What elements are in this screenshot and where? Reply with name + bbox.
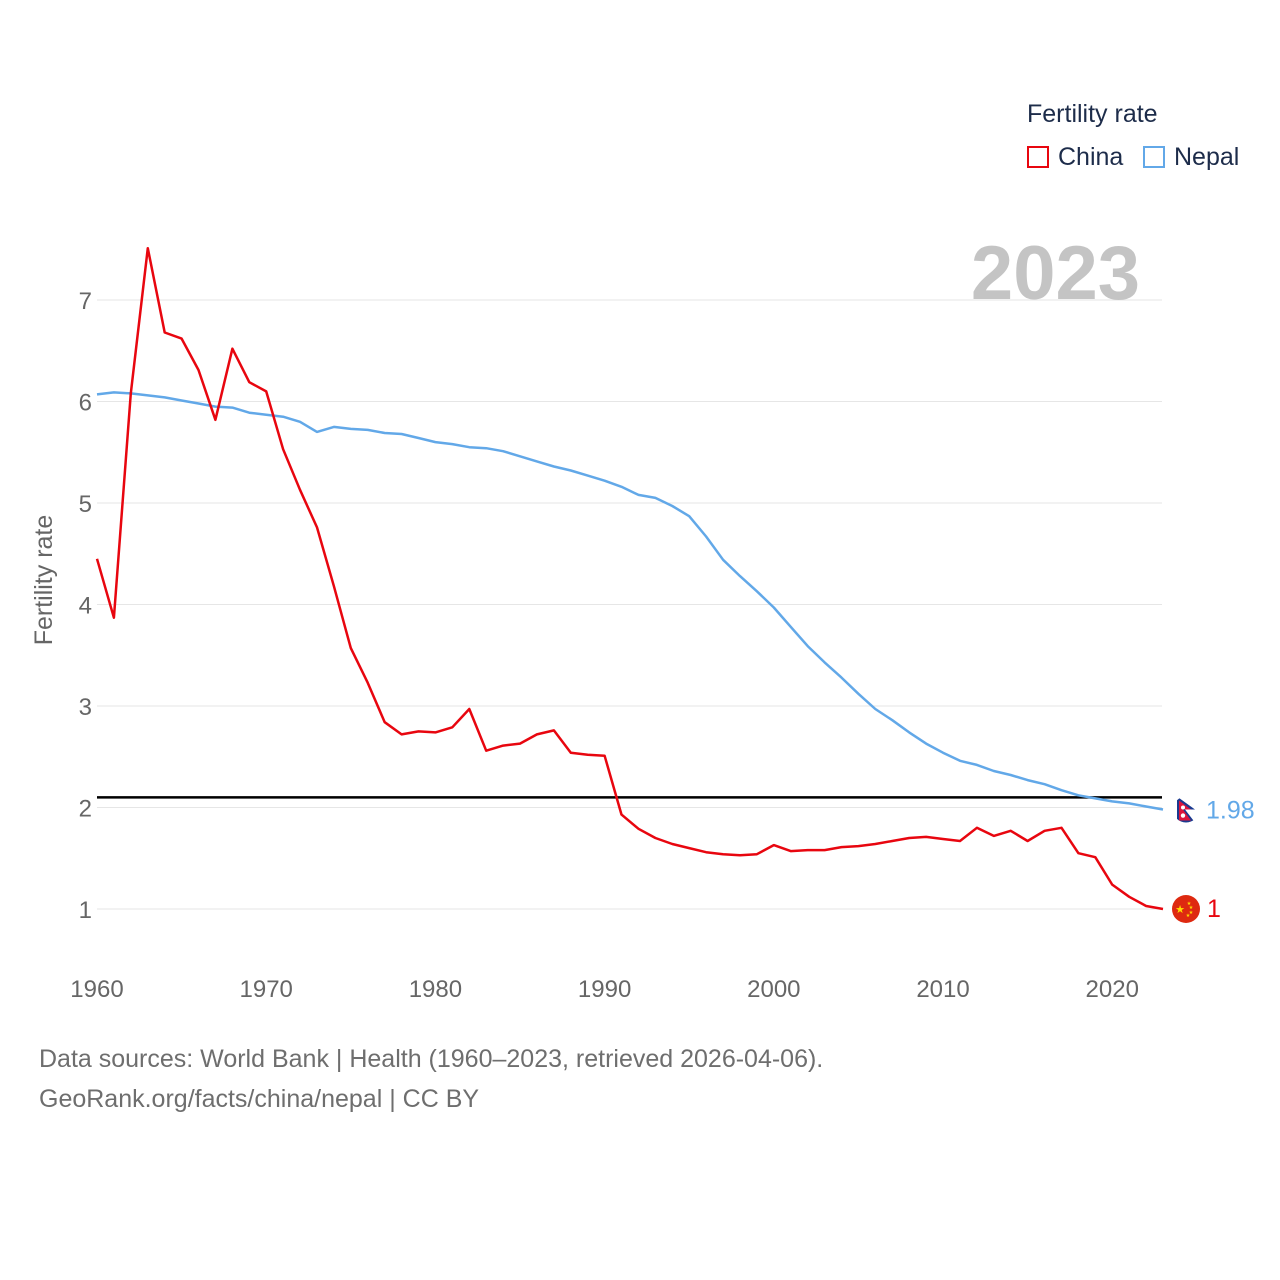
x-tick-label: 1990 bbox=[578, 976, 631, 1003]
year-label: 2023 bbox=[971, 231, 1140, 316]
y-axis-ticks: 1 2 3 4 5 6 7 bbox=[79, 288, 92, 924]
y-axis-label: Fertility rate bbox=[30, 515, 58, 646]
footer-sources: Data sources: World Bank | Health (1960–… bbox=[39, 1045, 824, 1073]
svg-text:★: ★ bbox=[1189, 905, 1194, 911]
svg-text:★: ★ bbox=[1187, 901, 1192, 907]
y-tick-label: 3 bbox=[79, 694, 92, 721]
legend-item-nepal[interactable]: Nepal bbox=[1174, 143, 1240, 171]
x-tick-label: 2010 bbox=[916, 976, 969, 1003]
footer-attribution[interactable]: GeoRank.org/facts/china/nepal | CC BY bbox=[39, 1085, 480, 1113]
svg-text:★: ★ bbox=[1189, 910, 1194, 916]
china-flag-icon: ★ ★ ★ ★ ★ bbox=[1172, 895, 1200, 923]
x-axis-ticks: 1960 1970 1980 1990 2000 2010 2020 bbox=[70, 976, 1139, 1003]
nepal-end-marker: 1.98 bbox=[1173, 796, 1255, 825]
nepal-end-value: 1.98 bbox=[1206, 797, 1255, 825]
series-line-nepal[interactable] bbox=[96, 391, 1164, 811]
y-tick-label: 6 bbox=[79, 390, 92, 417]
series-lines bbox=[95, 246, 1164, 911]
svg-text:★: ★ bbox=[1175, 903, 1185, 916]
x-tick-label: 1970 bbox=[240, 976, 293, 1003]
y-tick-label: 4 bbox=[79, 593, 92, 620]
y-tick-label: 7 bbox=[79, 288, 92, 315]
china-end-value: 1 bbox=[1207, 895, 1221, 923]
legend-swatch-nepal[interactable] bbox=[1143, 146, 1165, 168]
nepal-flag-icon bbox=[1173, 796, 1199, 823]
gridlines bbox=[97, 299, 1162, 910]
legend-item-china[interactable]: China bbox=[1058, 143, 1124, 171]
y-tick-label: 1 bbox=[79, 897, 92, 924]
legend-title: Fertility rate bbox=[1027, 100, 1158, 128]
china-end-marker: ★ ★ ★ ★ ★ 1 bbox=[1172, 895, 1221, 923]
svg-text:★: ★ bbox=[1186, 913, 1191, 919]
x-tick-label: 1980 bbox=[409, 976, 462, 1003]
y-tick-label: 5 bbox=[79, 491, 92, 518]
x-tick-label: 2000 bbox=[747, 976, 800, 1003]
y-tick-label: 2 bbox=[79, 796, 92, 823]
series-line-china[interactable] bbox=[95, 246, 1164, 911]
x-tick-label: 2020 bbox=[1086, 976, 1139, 1003]
legend-swatch-china[interactable] bbox=[1027, 146, 1049, 168]
x-tick-label: 1960 bbox=[70, 976, 123, 1003]
